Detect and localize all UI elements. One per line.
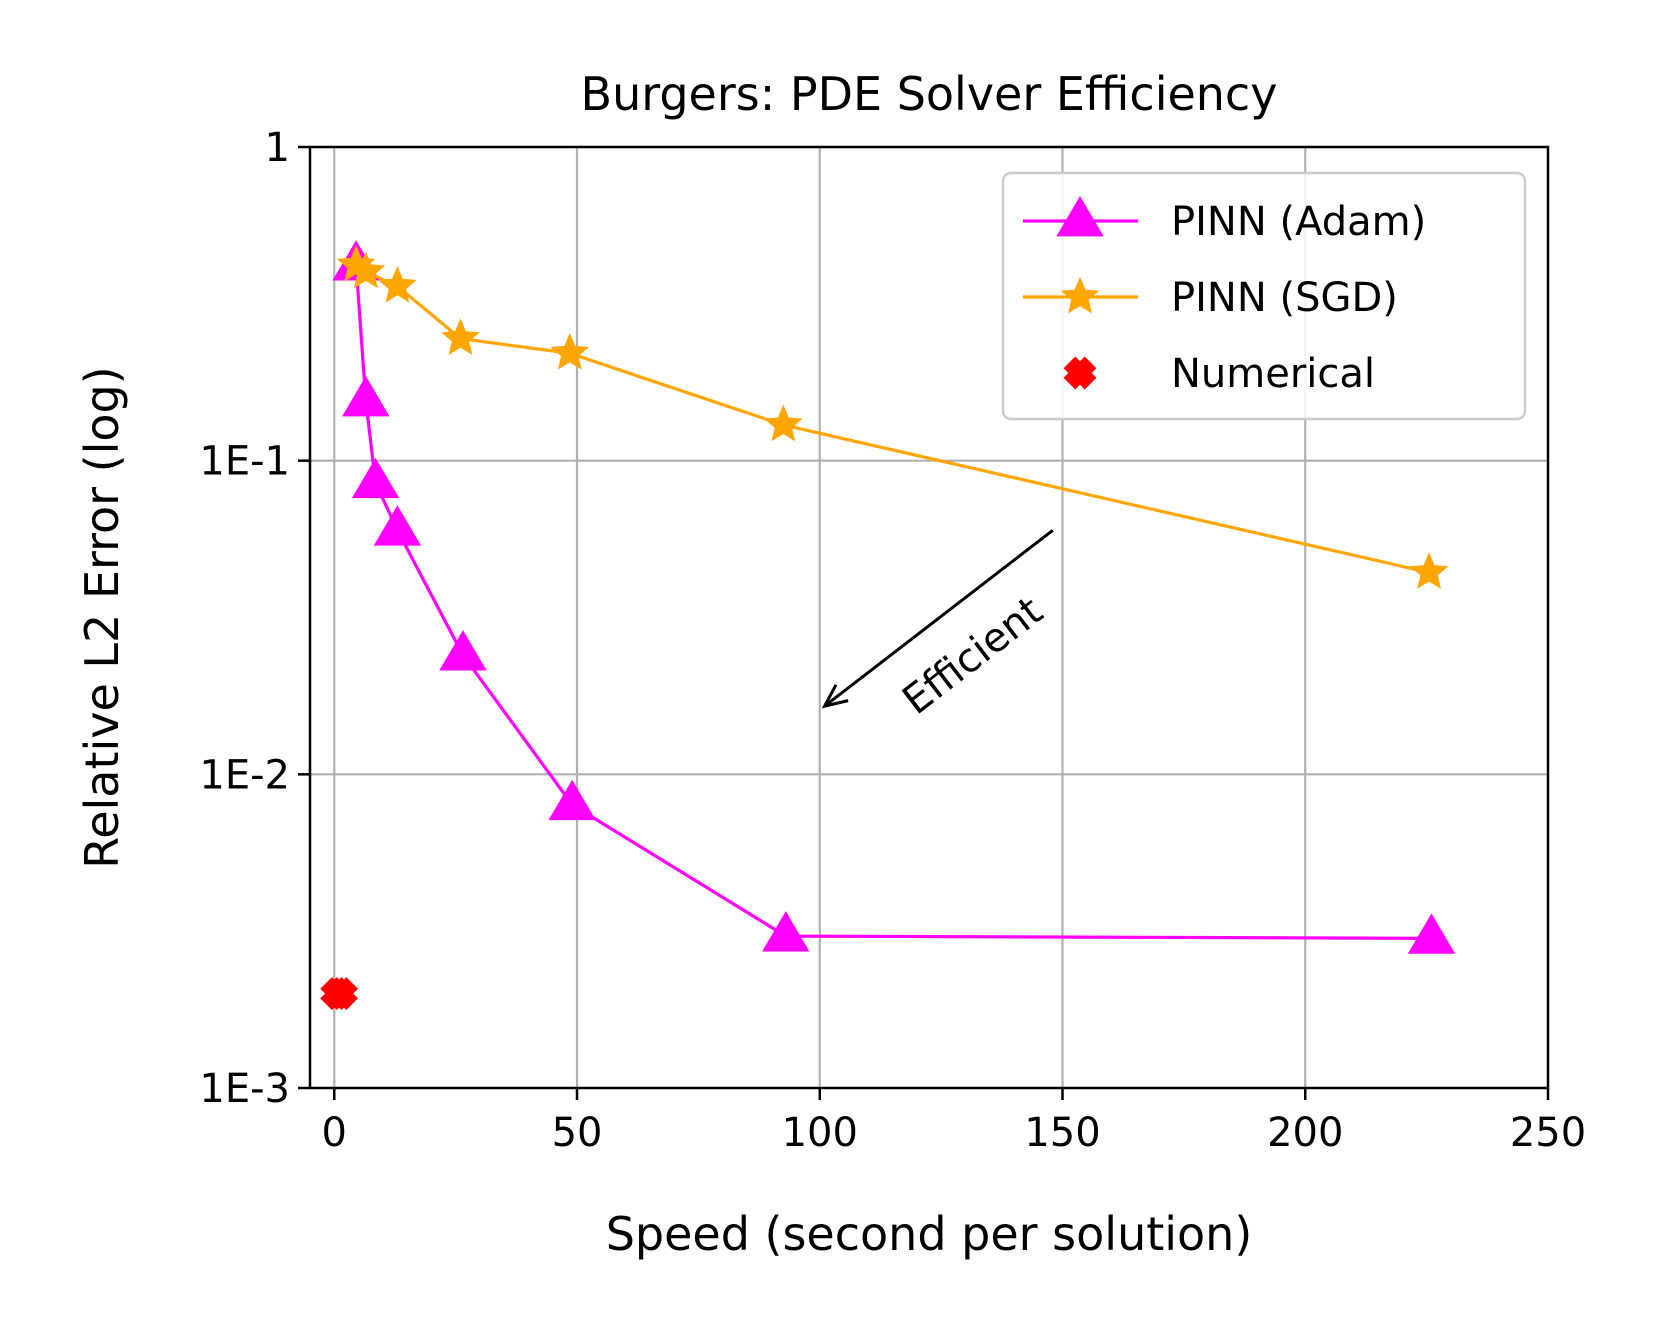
y-tick-label: 1 xyxy=(265,125,290,171)
legend-label: Numerical xyxy=(1171,351,1375,397)
data-point xyxy=(1409,552,1449,589)
chart-title: Burgers: PDE Solver Efficiency xyxy=(581,67,1278,121)
data-point xyxy=(439,630,487,671)
ticks: 0 50 100 150 200 250 1E-3 1E-2 1E-1 1 xyxy=(199,125,1586,1156)
legend-label: PINN (SGD) xyxy=(1171,275,1398,321)
legend-item[interactable]: PINN (SGD) xyxy=(1023,275,1398,321)
legend-marker xyxy=(1060,276,1100,314)
y-axis-label: Relative L2 Error (log) xyxy=(75,366,129,868)
y-tick-label: 1E-3 xyxy=(199,1066,290,1112)
annotation-arrowhead xyxy=(821,684,849,709)
x-tick-label: 250 xyxy=(1510,1110,1586,1156)
x-tick-label: 50 xyxy=(552,1110,603,1156)
data-point xyxy=(373,505,422,546)
data-point xyxy=(548,779,596,821)
y-tick-label: 1E-1 xyxy=(199,439,290,485)
legend-box xyxy=(1001,171,1527,421)
x-tick-label: 200 xyxy=(1267,1110,1343,1156)
data-point xyxy=(441,318,480,356)
axes-frame xyxy=(308,145,1550,1090)
legend-item[interactable]: Numerical xyxy=(1063,351,1375,397)
legend-label: PINN (Adam) xyxy=(1171,199,1426,245)
legend-marker xyxy=(1063,356,1097,390)
x-tick-label: 100 xyxy=(782,1110,858,1156)
x-axis-label: Speed (second per solution) xyxy=(606,1207,1253,1261)
series-numerical xyxy=(320,977,358,1011)
x-tick-label: 150 xyxy=(1024,1110,1100,1156)
data-point xyxy=(346,251,386,289)
plot-series xyxy=(320,240,1456,1011)
series-pinn-sgd xyxy=(336,244,1449,589)
y-tick-label: 1E-2 xyxy=(199,752,290,798)
x-marker-stroke xyxy=(1063,356,1097,390)
x-tick-label: 0 xyxy=(322,1110,347,1156)
legend[interactable]: PINN (Adam) PINN (SGD) Numerical xyxy=(1001,171,1527,421)
x-marker-stroke xyxy=(325,977,358,1011)
legend-marker xyxy=(1056,196,1104,237)
data-point xyxy=(1407,913,1456,954)
data-point xyxy=(550,332,590,370)
data-point xyxy=(764,404,803,442)
annotation-arrow xyxy=(823,529,1054,708)
data-point xyxy=(351,457,400,499)
data-point xyxy=(342,375,390,417)
data-point xyxy=(325,977,358,1011)
legend-item[interactable]: PINN (Adam) xyxy=(1023,196,1426,245)
data-point xyxy=(762,911,810,952)
data-point xyxy=(378,265,417,303)
